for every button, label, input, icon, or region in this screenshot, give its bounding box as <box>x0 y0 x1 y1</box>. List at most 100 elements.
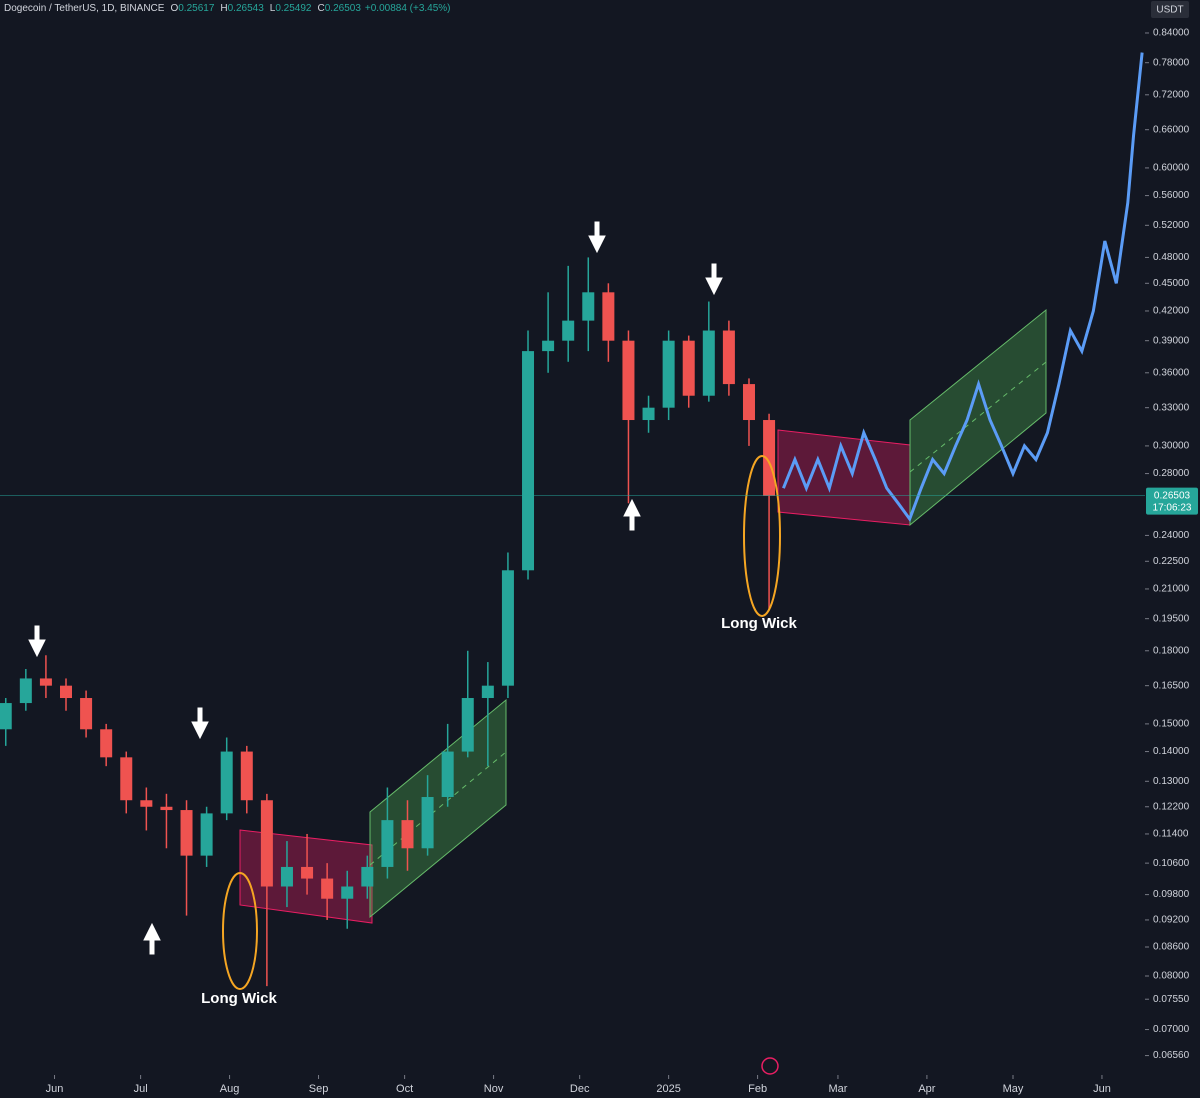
y-tick-label: 0.42000 <box>1153 306 1190 317</box>
y-tick-label: 0.52000 <box>1153 220 1190 231</box>
candle-body <box>180 810 193 856</box>
highlight-ellipse <box>743 455 781 617</box>
y-tick-label: 0.39000 <box>1153 335 1190 346</box>
candle-body <box>160 806 173 811</box>
y-tick-label: 0.10600 <box>1153 858 1190 869</box>
y-tick-label: 0.08600 <box>1153 942 1190 953</box>
candle-body <box>80 698 93 730</box>
y-tick-label: 0.56000 <box>1153 190 1190 201</box>
currency: USDT <box>1156 5 1183 16</box>
candle-body <box>301 866 314 879</box>
candle-body <box>662 340 675 408</box>
y-tick-label: 0.28000 <box>1153 468 1190 479</box>
x-tick-label: Jun <box>1093 1083 1111 1095</box>
y-tick-label: 0.36000 <box>1153 367 1190 378</box>
y-tick-label: 0.06560 <box>1153 1050 1190 1061</box>
candle-body <box>140 800 153 807</box>
y-tick-label: 0.16500 <box>1153 680 1190 691</box>
candle-body <box>722 330 735 385</box>
price-axis <box>1145 0 1200 1098</box>
candle-body <box>562 320 575 341</box>
y-tick-label: 0.11400 <box>1153 829 1189 840</box>
candle-body <box>582 292 595 321</box>
y-tick-label: 0.78000 <box>1153 57 1190 68</box>
x-tick-label: Jul <box>134 1083 148 1095</box>
candle-body <box>60 685 73 699</box>
highlight-ellipse <box>222 872 258 990</box>
candle-body <box>39 678 52 686</box>
header-text: 0.25492 <box>275 3 312 14</box>
projection-line <box>782 52 1144 523</box>
overlays: Long Wick Long Wick <box>28 221 798 1075</box>
candle-body <box>361 866 374 887</box>
header-text: L <box>270 3 276 14</box>
x-tick-label: May <box>1003 1083 1024 1095</box>
candle-body <box>682 340 695 396</box>
x-tick-label: Sep <box>309 1083 329 1095</box>
candle-body <box>280 866 293 887</box>
y-tick-label: 0.07000 <box>1153 1024 1190 1035</box>
y-tick-label: 0.14000 <box>1153 746 1190 757</box>
x-tick-label: Nov <box>484 1083 504 1095</box>
y-tick-label: 0.84000 <box>1153 28 1190 39</box>
y-tick-label: 0.24000 <box>1153 530 1190 541</box>
y-tick-label: 0.45000 <box>1153 278 1190 289</box>
x-tick-label: Oct <box>396 1083 413 1095</box>
header-text: Dogecoin / TetherUS, 1D, BINANCE <box>4 3 165 14</box>
range-box <box>777 429 911 526</box>
candle-body <box>0 703 12 730</box>
header-text: O <box>170 3 178 14</box>
candle-body <box>441 751 454 798</box>
candle-body <box>381 820 394 867</box>
y-tick-label: 0.21000 <box>1153 584 1190 595</box>
x-tick-label: Feb <box>748 1083 767 1095</box>
arrows <box>28 221 723 955</box>
candle-body <box>401 820 414 849</box>
y-tick-label: 0.33000 <box>1153 402 1190 413</box>
candle-body <box>501 570 514 686</box>
candle-body <box>341 886 354 899</box>
candle-body <box>120 757 133 801</box>
candle-body <box>522 351 535 571</box>
header-text: 0.25617 <box>178 3 215 14</box>
y-tick-label: 0.19500 <box>1153 613 1190 624</box>
y-tick-label: 0.15000 <box>1153 719 1190 730</box>
header-text: +0.00884 (+3.45%) <box>365 3 451 14</box>
countdown: 17:06:23 <box>1153 502 1192 513</box>
header-text: 0.26503 <box>325 3 362 14</box>
candle-body <box>100 729 113 758</box>
annotation: Long Wick <box>721 615 797 632</box>
x-tick-label: Apr <box>918 1083 935 1095</box>
candle-body <box>220 751 233 814</box>
candle-body <box>19 678 32 704</box>
candle-body <box>240 751 253 801</box>
icon[interactable] <box>761 1057 779 1075</box>
y-tick-label: 0.48000 <box>1153 252 1190 263</box>
annotation: Long Wick <box>201 990 277 1007</box>
candle-body <box>602 292 615 341</box>
candle-body <box>763 420 776 496</box>
header: Dogecoin / TetherUS, 1D, BINANCE O0.25617… <box>4 3 451 14</box>
candle-body <box>542 340 555 352</box>
x-tick-label: Mar <box>828 1083 847 1095</box>
candle-body <box>622 340 635 421</box>
y-tick-label: 0.09800 <box>1153 889 1190 900</box>
y-tick-label: 0.22500 <box>1153 556 1190 567</box>
candle-body <box>642 407 655 421</box>
currency-box <box>1151 1 1189 18</box>
y-tick-label: 0.08000 <box>1153 971 1190 982</box>
y-tick-label: 0.07550 <box>1153 994 1190 1005</box>
last-price-box <box>1146 487 1198 515</box>
x-tick-label: Aug <box>220 1083 240 1095</box>
candle-body <box>421 797 434 849</box>
last-price-label: 0.26503 <box>1154 490 1191 501</box>
y-tick-label: 0.09200 <box>1153 915 1190 926</box>
y-tick-label: 0.18000 <box>1153 645 1190 656</box>
y-tick-label: 0.66000 <box>1153 124 1190 135</box>
x-tick-label: Jun <box>46 1083 64 1095</box>
header-text: C <box>318 3 325 14</box>
series <box>0 52 1144 987</box>
